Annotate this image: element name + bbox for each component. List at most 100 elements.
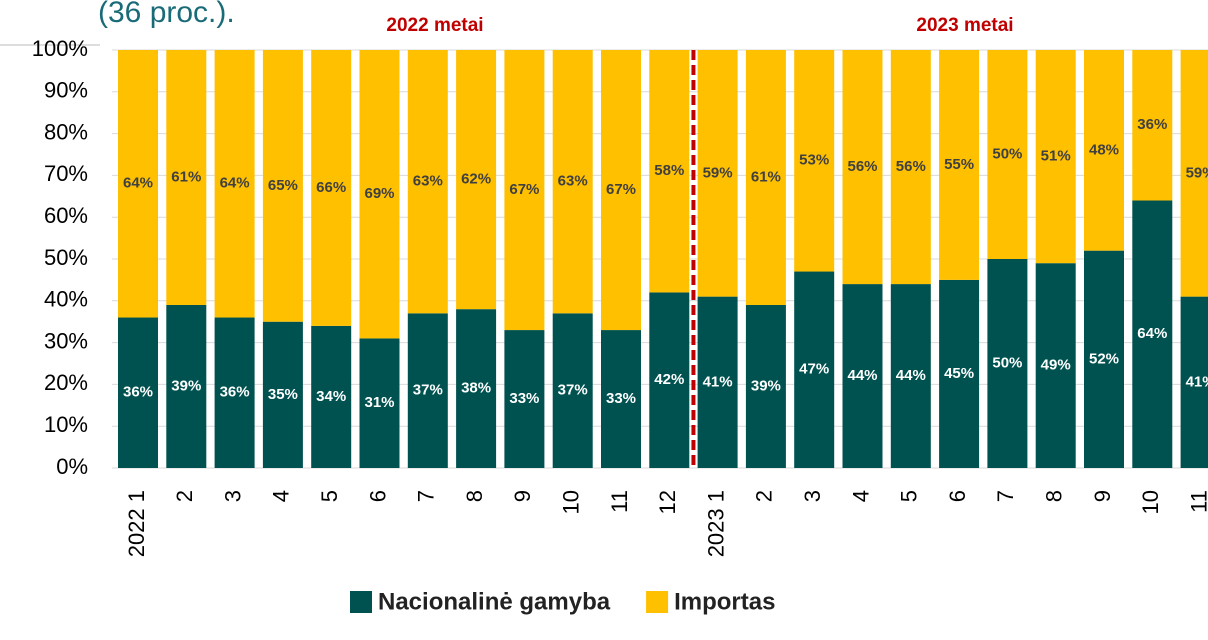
- value-label: 65%: [268, 177, 298, 194]
- bar-segment: [697, 296, 738, 468]
- value-label: 49%: [1041, 357, 1071, 374]
- x-tick-label: 9: [1090, 490, 1115, 502]
- x-tick-label: 7: [414, 490, 439, 502]
- bar-segment: [166, 50, 207, 305]
- value-label: 41%: [1186, 373, 1208, 390]
- bar-segment: [311, 325, 352, 468]
- value-label: 67%: [606, 181, 636, 198]
- value-label: 50%: [992, 354, 1022, 371]
- value-label: 34%: [316, 388, 346, 405]
- bar-segment: [1084, 250, 1124, 468]
- bar-segment: [890, 50, 931, 285]
- bar-segment: [407, 313, 448, 468]
- value-label: 63%: [413, 173, 443, 190]
- annotation: 2023 metai: [916, 15, 1013, 36]
- bar-segment: [1035, 263, 1076, 468]
- y-tick-label: 10%: [44, 412, 88, 437]
- value-label: 61%: [751, 168, 781, 185]
- value-label: 42%: [654, 371, 684, 388]
- value-label: 38%: [461, 380, 491, 397]
- bar-segment: [456, 309, 497, 468]
- y-tick-label: 70%: [44, 161, 88, 186]
- bar-segment: [794, 50, 835, 272]
- x-tick-label: 2023 1: [703, 490, 728, 557]
- y-tick-label: 20%: [44, 370, 88, 395]
- value-label: 64%: [220, 175, 250, 192]
- bar-segment: [504, 50, 545, 331]
- y-tick-label: 80%: [44, 119, 88, 144]
- bar-segment: [745, 304, 786, 468]
- bar-segment: [649, 292, 690, 468]
- bar-segment: [1084, 50, 1124, 251]
- bar-segment: [359, 338, 400, 468]
- x-tick-label: 8: [462, 490, 487, 502]
- x-tick-label: 10: [559, 490, 584, 514]
- y-tick-label: 100%: [32, 36, 88, 61]
- bar-segment: [166, 304, 207, 468]
- value-label: 56%: [847, 158, 877, 175]
- x-tick-label: 8: [1042, 490, 1067, 502]
- x-tick-label: 9: [510, 490, 535, 502]
- bar-segment: [118, 50, 158, 318]
- bar-segment: [552, 50, 593, 314]
- bar-segment: [939, 50, 980, 280]
- bar-segment: [456, 50, 497, 310]
- bar-segment: [794, 271, 835, 468]
- value-label: 31%: [364, 394, 394, 411]
- x-tick-label: 2022 1: [124, 490, 149, 557]
- value-label: 36%: [1137, 116, 1167, 133]
- bar-segment: [939, 279, 980, 468]
- value-label: 45%: [944, 365, 974, 382]
- bar-segment: [407, 50, 448, 314]
- x-tick-label: 11: [607, 490, 632, 513]
- y-tick-label: 90%: [44, 78, 88, 103]
- value-label: 39%: [751, 377, 781, 394]
- bar-segment: [649, 50, 690, 293]
- value-label: 67%: [509, 181, 539, 198]
- value-label: 53%: [799, 152, 829, 169]
- value-label: 50%: [992, 145, 1022, 162]
- x-tick-label: 6: [365, 490, 390, 502]
- bar-segment: [842, 50, 883, 285]
- bar-segment: [601, 330, 641, 468]
- x-tick-label: 3: [220, 490, 245, 502]
- value-label: 66%: [316, 179, 346, 196]
- value-label: 55%: [944, 156, 974, 173]
- bar-segment: [504, 330, 545, 468]
- annotation: 2022 metai: [386, 15, 483, 36]
- y-tick-label: 30%: [44, 328, 88, 353]
- chart-title: (36 proc.).: [98, 0, 235, 29]
- x-tick-label: 4: [848, 490, 873, 502]
- value-label: 59%: [1186, 164, 1208, 181]
- value-label: 56%: [896, 158, 926, 175]
- bar-segment: [311, 50, 352, 326]
- bar-segment: [262, 50, 303, 322]
- bar-segment: [842, 284, 883, 468]
- value-label: 69%: [364, 185, 394, 202]
- x-tick-label: 2: [172, 490, 197, 502]
- value-label: 64%: [1137, 325, 1167, 342]
- x-tick-label: 3: [800, 490, 825, 502]
- bar-segment: [359, 50, 400, 339]
- bar-segment: [697, 50, 738, 297]
- value-label: 41%: [703, 373, 733, 390]
- value-label: 39%: [171, 377, 201, 394]
- bar-segment: [1132, 50, 1173, 201]
- bar-segment: [745, 50, 786, 305]
- value-label: 51%: [1041, 148, 1071, 165]
- bar-segment: [214, 317, 255, 468]
- legend-swatch: [646, 591, 669, 613]
- bar-segment: [987, 259, 1028, 468]
- value-label: 36%: [220, 384, 250, 401]
- y-tick-label: 0%: [56, 454, 88, 479]
- legend-swatch: [350, 591, 372, 613]
- value-label: 33%: [509, 390, 539, 407]
- y-tick-label: 50%: [44, 245, 88, 270]
- value-label: 64%: [123, 175, 153, 192]
- bar-segment: [1180, 296, 1208, 468]
- bar-segment: [552, 313, 593, 468]
- value-label: 44%: [847, 367, 877, 384]
- bar-segment: [1035, 50, 1076, 264]
